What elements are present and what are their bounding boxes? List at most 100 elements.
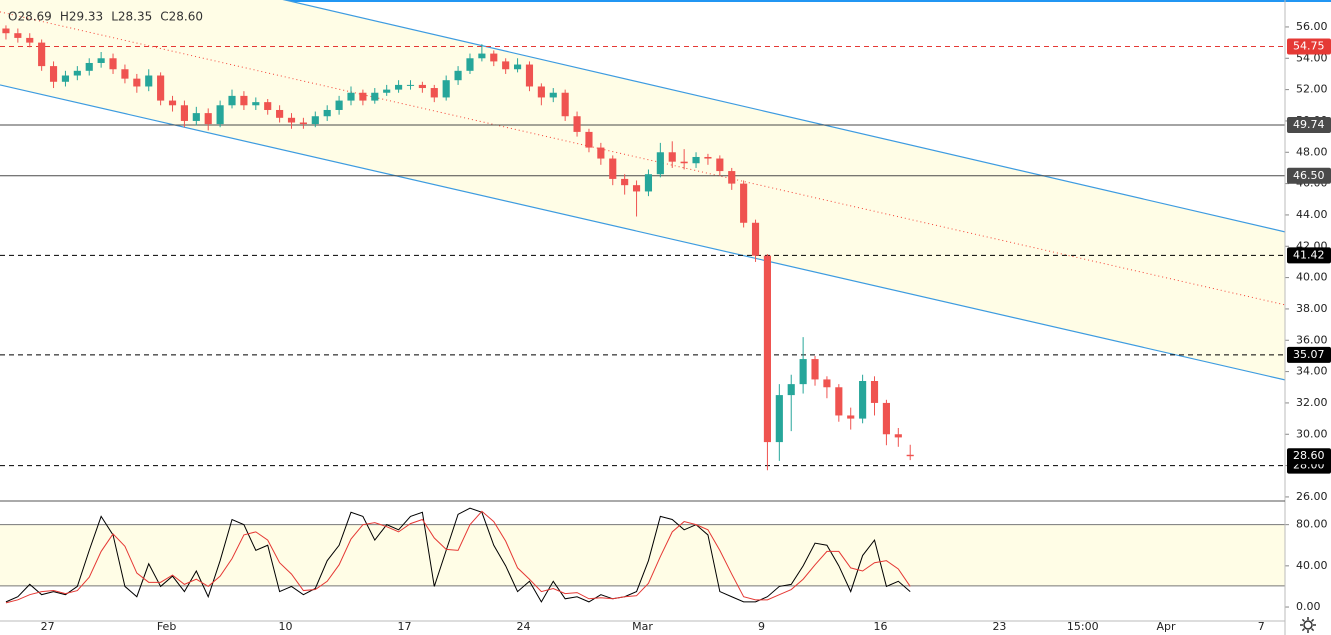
y-tick-label: 80.00 bbox=[1296, 518, 1328, 531]
candle-body bbox=[430, 88, 438, 98]
level-label: 28.60 bbox=[1293, 449, 1325, 462]
candle-body bbox=[240, 95, 248, 106]
candle-body bbox=[573, 116, 581, 132]
level-label-bg bbox=[1287, 448, 1331, 465]
candle-body bbox=[680, 161, 688, 164]
candle-body bbox=[656, 152, 664, 175]
candle-body bbox=[276, 109, 284, 118]
candle-body bbox=[395, 84, 403, 90]
price-pane bbox=[0, 0, 1285, 471]
x-tick-label: Feb bbox=[157, 620, 176, 633]
x-tick-label: 17 bbox=[398, 620, 412, 633]
candle-body bbox=[906, 454, 914, 457]
level-label: 35.07 bbox=[1293, 348, 1325, 361]
channel-fill bbox=[0, 0, 1285, 380]
candle-body bbox=[14, 33, 22, 38]
ohlc-legend: O28.69 bbox=[8, 10, 52, 24]
candle-body bbox=[525, 64, 534, 87]
x-tick-label: 9 bbox=[758, 620, 765, 633]
candle-body bbox=[157, 75, 165, 101]
level-label-bg bbox=[1287, 38, 1331, 55]
candle-body bbox=[418, 84, 426, 89]
y-tick-label: 38.00 bbox=[1296, 302, 1328, 315]
y-tick-label: 52.00 bbox=[1296, 83, 1328, 96]
candle-body bbox=[61, 75, 70, 82]
candle-body bbox=[597, 147, 605, 159]
candle-body bbox=[787, 384, 795, 396]
candle-body bbox=[38, 42, 46, 67]
candle-body bbox=[26, 37, 34, 43]
x-tick-label: Mar bbox=[632, 620, 653, 633]
candle-body bbox=[537, 86, 545, 98]
ohlc-legend: C28.60 bbox=[160, 10, 203, 24]
candle-body bbox=[73, 70, 81, 76]
channel-line bbox=[0, 84, 1285, 381]
y-tick-label: 40.00 bbox=[1296, 271, 1328, 284]
candle-body bbox=[561, 92, 569, 117]
candle-body bbox=[621, 178, 629, 186]
y-tick-label: 40.00 bbox=[1296, 559, 1328, 572]
candle-body bbox=[2, 28, 10, 34]
candle-body bbox=[847, 415, 855, 419]
settings-icon[interactable] bbox=[1300, 617, 1316, 633]
candle-body bbox=[549, 92, 557, 98]
candle-body bbox=[383, 89, 391, 93]
candle-body bbox=[133, 78, 141, 87]
candle-body bbox=[514, 64, 522, 70]
candle-body bbox=[704, 156, 712, 159]
x-tick-label: 16 bbox=[873, 620, 887, 633]
candle-body bbox=[287, 117, 296, 123]
level-label: 49.74 bbox=[1293, 118, 1325, 131]
x-tick-label: 7 bbox=[1258, 620, 1265, 633]
level-label-bg bbox=[1287, 247, 1331, 264]
candle-body bbox=[406, 84, 415, 86]
level-label: 46.50 bbox=[1293, 169, 1325, 182]
channel-line bbox=[282, 0, 1285, 233]
y-tick-label: 32.00 bbox=[1296, 396, 1328, 409]
candle-body bbox=[894, 434, 902, 438]
candle-body bbox=[466, 58, 474, 71]
y-tick-label: 34.00 bbox=[1296, 365, 1328, 378]
candle-body bbox=[228, 95, 236, 106]
candle-body bbox=[454, 70, 462, 81]
candle-body bbox=[49, 66, 58, 82]
candle-body bbox=[763, 255, 771, 443]
candle-body bbox=[811, 359, 819, 380]
ohlc-legend: L28.35 bbox=[111, 10, 152, 24]
candle-body bbox=[609, 158, 617, 179]
y-tick-label: 30.00 bbox=[1296, 427, 1328, 440]
candle-body bbox=[799, 359, 807, 385]
candle-body bbox=[311, 116, 319, 125]
candle-body bbox=[692, 156, 700, 164]
candle-body bbox=[121, 69, 129, 79]
y-tick-label: 48.00 bbox=[1296, 145, 1328, 158]
candle-body bbox=[882, 402, 890, 435]
candle-body bbox=[585, 131, 593, 148]
candle-body bbox=[442, 80, 450, 98]
level-label: 41.42 bbox=[1293, 248, 1325, 261]
candle-body bbox=[323, 109, 331, 117]
candle-body bbox=[478, 53, 486, 59]
x-tick-label: Apr bbox=[1157, 620, 1177, 633]
candle-body bbox=[109, 58, 117, 70]
y-tick-label: 44.00 bbox=[1296, 208, 1328, 221]
level-label-bg bbox=[1287, 117, 1331, 134]
x-tick-label: 24 bbox=[517, 620, 531, 633]
level-label-bg bbox=[1287, 346, 1331, 363]
y-tick-label: 0.00 bbox=[1296, 600, 1321, 613]
candle-body bbox=[204, 113, 212, 125]
candle-body bbox=[347, 92, 355, 101]
candle-body bbox=[644, 174, 653, 192]
candle-body bbox=[85, 62, 93, 71]
candle-body bbox=[775, 395, 783, 443]
level-label: 54.75 bbox=[1293, 40, 1325, 53]
candle-body bbox=[632, 185, 641, 192]
candle-body bbox=[252, 102, 260, 106]
candle-body bbox=[335, 100, 343, 110]
ohlc-legend: H29.33 bbox=[60, 10, 103, 24]
candle-body bbox=[728, 171, 736, 184]
y-tick-label: 26.00 bbox=[1296, 490, 1328, 503]
candle-body bbox=[264, 102, 272, 110]
x-tick-label: 15:00 bbox=[1067, 620, 1099, 633]
